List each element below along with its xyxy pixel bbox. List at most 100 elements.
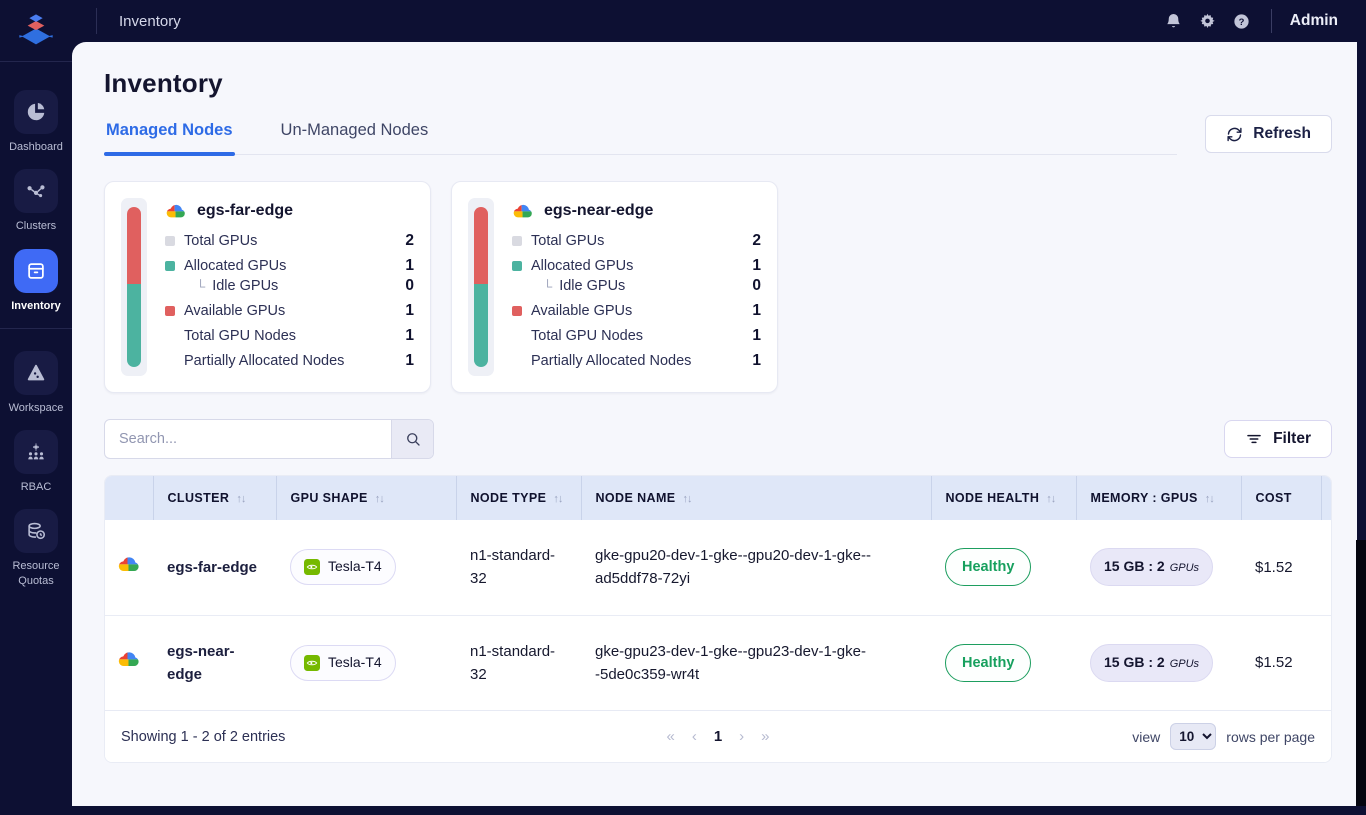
cluster-name: egs-near-edge <box>544 202 654 219</box>
bar-available-segment <box>474 207 488 284</box>
cluster-card-egs-near-edge: egs-near-edge Total GPUs 2 Allocated GPU… <box>451 181 778 393</box>
column-header-spacer <box>1321 476 1331 520</box>
table-header-row: CLUSTER ↑↓ GPU SHAPE ↑↓ NODE TYPE ↑↓ NODE N… <box>105 476 1331 520</box>
column-header-node-health[interactable]: NODE HEALTH ↑↓ <box>931 476 1077 520</box>
sidebar-item-label: Dashboard <box>9 141 63 153</box>
page-title: Inventory <box>104 68 223 98</box>
gear-icon <box>1200 13 1215 28</box>
column-header-cluster[interactable]: CLUSTER ↑↓ <box>153 476 277 520</box>
stat-value: 1 <box>405 257 414 274</box>
user-menu[interactable]: Admin <box>1289 12 1338 29</box>
breadcrumb: Inventory <box>119 12 181 30</box>
node-name-cell: gke-gpu23-dev-1-gke--gpu23-dev-1-gke--5d… <box>595 642 866 683</box>
topbar-separator <box>96 8 97 34</box>
coins-clock-icon <box>28 523 46 540</box>
stat-value: 1 <box>752 257 761 274</box>
sidebar-item-resource-quotas[interactable]: Resource Quotas <box>0 509 72 588</box>
sort-icon: ↑↓ <box>374 493 385 505</box>
stat-partially-allocated-nodes: Partially Allocated Nodes 1 <box>165 352 414 370</box>
google-cloud-icon <box>513 204 532 218</box>
prev-page-button[interactable]: ‹ <box>691 728 697 745</box>
stat-available-gpus: Available GPUs 1 <box>165 302 414 320</box>
app-logo-icon <box>19 13 53 44</box>
stat-marker <box>165 306 175 316</box>
stat-value: 1 <box>405 302 414 319</box>
sidebar-item-label: RBAC <box>20 481 52 494</box>
google-cloud-icon <box>118 556 139 571</box>
stat-value: 1 <box>405 327 414 344</box>
tree-elbow-icon: └ <box>196 278 206 294</box>
dashboard-tile <box>14 90 58 134</box>
sidebar-item-label: Inventory <box>11 299 61 312</box>
search-input[interactable] <box>105 420 391 458</box>
topbar: Inventory ? Admin <box>0 0 1366 42</box>
stat-marker <box>165 261 175 271</box>
cluster-name-cell: egs-near-edge <box>167 642 235 683</box>
stat-label: Idle GPUs <box>212 278 279 294</box>
column-header-gpu-shape[interactable]: GPU SHAPE ↑↓ <box>276 476 457 520</box>
sort-icon: ↑↓ <box>682 493 693 505</box>
notifications-button[interactable] <box>1157 4 1191 38</box>
settings-button[interactable] <box>1191 4 1225 38</box>
scrollbar-thumb[interactable] <box>1356 540 1366 806</box>
sidebar-item-label: Clusters <box>15 220 57 233</box>
rows-per-page-label: rows per page <box>1226 728 1315 745</box>
refresh-label: Refresh <box>1253 125 1311 142</box>
refresh-button[interactable]: Refresh <box>1205 115 1332 153</box>
nodes-table: CLUSTER ↑↓ GPU SHAPE ↑↓ NODE TYPE ↑↓ NODE N… <box>105 476 1331 710</box>
column-header-cost[interactable]: COST <box>1241 476 1322 520</box>
sidebar-item-dashboard[interactable]: Dashboard <box>0 90 72 154</box>
stat-total-gpus: Total GPUs 2 <box>165 232 414 250</box>
table-row: egs-near-edge Tesla-T4 n1 <box>105 614 1331 710</box>
stat-label: Idle GPUs <box>559 278 626 294</box>
stat-label: Available GPUs <box>184 303 286 319</box>
tab-unmanaged-nodes[interactable]: Un-Managed Nodes <box>280 121 429 139</box>
search-button[interactable] <box>391 420 433 458</box>
help-button[interactable]: ? <box>1225 4 1259 38</box>
stat-total-gpu-nodes: Total GPU Nodes 1 <box>165 327 414 345</box>
sidebar-item-rbac[interactable]: RBAC <box>0 430 72 494</box>
column-header-memory-gpus[interactable]: MEMORY : GPUS ↑↓ <box>1076 476 1242 520</box>
stat-value: 0 <box>752 277 761 294</box>
inventory-tile <box>14 248 58 293</box>
sidebar-item-workspace[interactable]: Workspace <box>0 350 72 415</box>
tab-managed-nodes[interactable]: Managed Nodes <box>104 113 235 156</box>
search-icon <box>406 433 420 446</box>
column-header-node-type[interactable]: NODE TYPE ↑↓ <box>456 476 582 520</box>
filter-label: Filter <box>1273 430 1311 447</box>
nvidia-icon <box>304 559 320 576</box>
stat-allocated-gpus: Allocated GPUs 1 <box>165 257 414 275</box>
current-page[interactable]: 1 <box>713 728 723 745</box>
stat-value: 2 <box>752 232 761 249</box>
bar-allocated-segment <box>127 283 141 367</box>
sidebar-item-clusters[interactable]: Clusters <box>0 169 72 233</box>
rows-per-page: view 10 rows per page <box>770 723 1315 750</box>
next-page-button[interactable]: › <box>739 728 745 745</box>
stat-available-gpus: Available GPUs 1 <box>512 302 761 320</box>
stat-value: 0 <box>405 277 414 294</box>
main-panel: Inventory Managed Nodes Un-Managed Nodes… <box>72 42 1357 806</box>
sort-icon: ↑↓ <box>1204 493 1215 505</box>
rows-per-page-select[interactable]: 10 <box>1170 723 1217 750</box>
last-page-button[interactable]: » <box>761 728 770 745</box>
users-gear-icon <box>28 443 44 460</box>
gpu-shape-badge: Tesla-T4 <box>290 549 396 586</box>
stat-partially-allocated-nodes: Partially Allocated Nodes 1 <box>512 352 761 370</box>
stat-label: Allocated GPUs <box>531 258 634 274</box>
stat-allocated-gpus: Allocated GPUs 1 <box>512 257 761 275</box>
tree-elbow-icon: └ <box>543 278 553 294</box>
health-badge: Healthy <box>945 643 1032 682</box>
gpu-usage-bar <box>127 207 141 367</box>
card-body: egs-near-edge Total GPUs 2 Allocated GPU… <box>512 198 761 376</box>
stat-idle-gpus: └ Idle GPUs 0 <box>512 277 761 295</box>
column-header-node-name[interactable]: NODE NAME ↑↓ <box>581 476 932 520</box>
tabs: Managed Nodes Un-Managed Nodes <box>104 113 1178 156</box>
table-row: egs-far-edge Tesla-T4 n1- <box>105 520 1331 615</box>
stat-label: Total GPU Nodes <box>184 328 297 344</box>
network-icon <box>27 185 45 198</box>
first-page-button[interactable]: « <box>666 728 675 745</box>
filter-button[interactable]: Filter <box>1224 420 1332 458</box>
sidebar-item-label: Resource Quotas <box>12 560 60 587</box>
sidebar-item-inventory[interactable]: Inventory <box>0 248 72 313</box>
memory-badge: 15 GB : 2 GPUs <box>1090 643 1214 682</box>
